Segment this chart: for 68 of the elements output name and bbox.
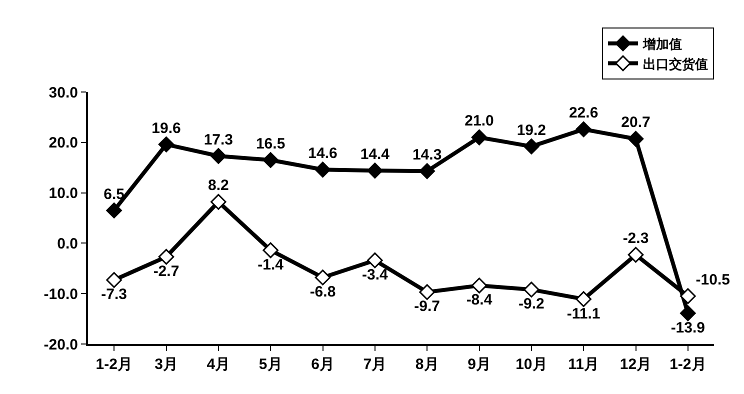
data-label: -6.8 bbox=[310, 284, 336, 301]
legend-label: 出口交货值 bbox=[643, 56, 708, 72]
data-label: -9.2 bbox=[518, 296, 544, 313]
x-tick-label: 1-2月 bbox=[670, 356, 706, 373]
data-label: -3.4 bbox=[362, 266, 388, 284]
data-label: 8.2 bbox=[208, 177, 229, 194]
data-label: 21.0 bbox=[464, 112, 494, 130]
data-label: 14.3 bbox=[412, 146, 442, 164]
x-tick-label: 12月 bbox=[620, 356, 652, 373]
point bbox=[576, 121, 592, 138]
y-tick-label: -20.0 bbox=[44, 336, 78, 354]
point bbox=[210, 194, 226, 210]
point bbox=[106, 202, 122, 218]
point bbox=[210, 148, 226, 164]
data-label: -2.3 bbox=[622, 230, 649, 248]
x-tick-label: 3月 bbox=[154, 356, 178, 373]
point bbox=[262, 152, 278, 168]
point bbox=[367, 252, 383, 268]
point bbox=[680, 305, 696, 322]
data-label: 17.3 bbox=[204, 131, 234, 148]
y-tick-label: 30.0 bbox=[48, 84, 78, 102]
data-label: -10.5 bbox=[696, 271, 730, 288]
data-label: 19.6 bbox=[152, 120, 181, 137]
point bbox=[680, 288, 696, 304]
x-tick-label: 1-2月 bbox=[96, 356, 132, 373]
data-label: -11.1 bbox=[566, 305, 600, 322]
point bbox=[419, 284, 435, 300]
x-tick-label: 5月 bbox=[258, 356, 282, 373]
point bbox=[158, 136, 174, 152]
point bbox=[628, 130, 644, 147]
point bbox=[419, 163, 435, 180]
data-label: 16.5 bbox=[256, 135, 286, 152]
point bbox=[158, 248, 174, 265]
data-label: 22.6 bbox=[568, 104, 598, 122]
data-label: 20.7 bbox=[621, 114, 650, 132]
x-tick-label: 7月 bbox=[363, 356, 387, 373]
y-tick-label: 20.0 bbox=[48, 134, 78, 152]
data-label: -9.7 bbox=[414, 298, 440, 316]
point bbox=[106, 272, 122, 288]
point bbox=[262, 242, 278, 258]
data-label: 14.6 bbox=[308, 144, 338, 162]
y-tick-label: 0.0 bbox=[57, 235, 78, 252]
point bbox=[524, 282, 540, 298]
x-tick-label: 11月 bbox=[568, 356, 600, 373]
x-tick-label: 9月 bbox=[468, 356, 491, 373]
point bbox=[367, 162, 383, 179]
point bbox=[576, 291, 592, 308]
data-label: -2.7 bbox=[153, 262, 180, 280]
y-tick-label: 10.0 bbox=[48, 185, 78, 202]
data-label: 14.4 bbox=[360, 146, 390, 163]
point bbox=[314, 162, 331, 178]
point bbox=[524, 138, 540, 154]
x-tick-label: 4月 bbox=[206, 356, 230, 373]
data-label: -7.3 bbox=[101, 286, 128, 304]
data-label: 6.5 bbox=[104, 186, 125, 203]
x-tick-label: 6月 bbox=[311, 356, 334, 373]
point bbox=[471, 278, 488, 294]
x-tick-label: 10月 bbox=[516, 356, 548, 373]
point bbox=[471, 129, 488, 146]
data-label: -13.9 bbox=[670, 319, 706, 336]
y-tick-label: -10.0 bbox=[44, 286, 78, 303]
x-tick-label: 8月 bbox=[415, 356, 439, 373]
point bbox=[314, 270, 331, 286]
data-label: -1.4 bbox=[258, 256, 284, 274]
data-label: -8.4 bbox=[466, 292, 493, 309]
legend-label: 增加值 bbox=[642, 36, 682, 52]
point bbox=[628, 246, 644, 263]
data-label: 19.2 bbox=[516, 122, 546, 139]
